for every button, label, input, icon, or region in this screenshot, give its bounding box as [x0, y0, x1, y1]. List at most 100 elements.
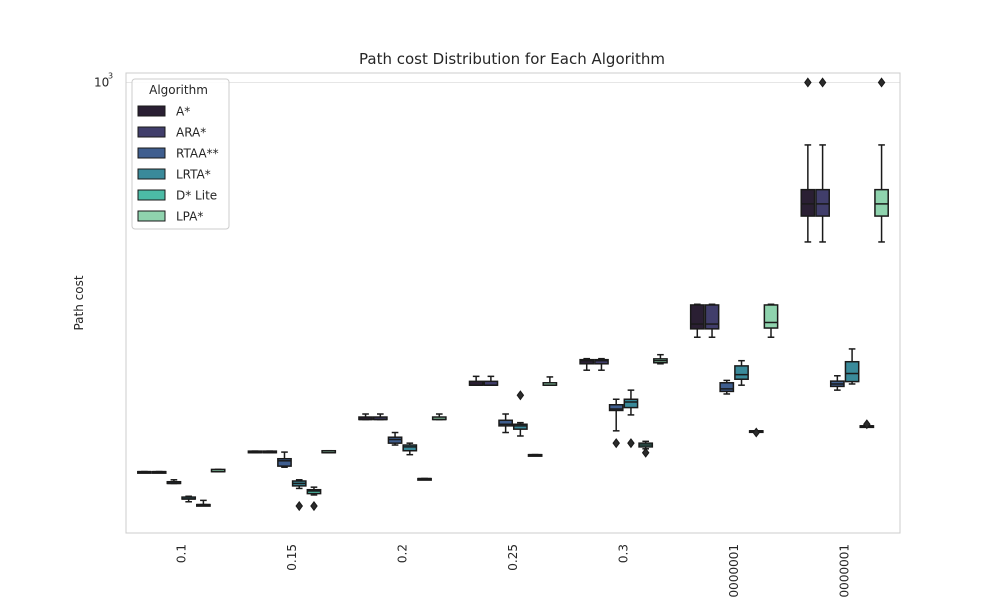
box-LRTA*-3: [512, 390, 528, 437]
box-RTAA**-5: [719, 379, 735, 395]
box-body: [719, 382, 735, 393]
x-tick-label: 0.15: [285, 544, 299, 571]
box-RTAA**-0: [166, 479, 182, 485]
box-body: [277, 457, 292, 467]
box-RTAA**-4: [608, 398, 624, 449]
legend-title: Algorithm: [149, 83, 208, 97]
x-tick-label: 0.3: [617, 544, 631, 563]
legend-label: LPA*: [176, 210, 203, 224]
box-LPA*-4: [653, 353, 668, 365]
y-axis-label: Path cost: [72, 275, 86, 330]
box-LPA*-3: [542, 376, 558, 386]
box-body: [594, 358, 609, 365]
box-RTAA**-6: [829, 375, 845, 391]
box-D* Lite-1: [306, 486, 322, 512]
box-body: [815, 188, 830, 217]
outlier-point: [752, 427, 761, 438]
box-ARA*-2: [372, 413, 388, 421]
box-body: [704, 304, 720, 330]
box-LRTA*-6: [844, 348, 860, 385]
outlier-point: [310, 500, 318, 512]
box-LPA*-0: [210, 468, 226, 473]
y-tick-label-exponent: 3: [108, 71, 113, 80]
box-D* Lite-4: [638, 440, 654, 458]
x-tick-label: 0.1: [174, 544, 188, 563]
x-tick-label: 0000001: [727, 544, 741, 597]
y-tick-label-base: 10: [94, 75, 109, 89]
y-ticks: 10 3: [94, 71, 113, 89]
box-A*-5: [689, 303, 705, 338]
box-RTAA**-1: [277, 451, 292, 468]
box-A*-3: [468, 375, 484, 386]
box-LPA*-5: [763, 303, 779, 338]
outlier-point: [877, 77, 886, 88]
box-body: [608, 404, 624, 412]
box-body: [512, 423, 528, 430]
plot-area-frame: [125, 72, 901, 534]
x-tick-label: 0000001: [838, 544, 852, 597]
box-LRTA*-2: [402, 442, 418, 456]
box-LRTA*-5: [734, 359, 749, 386]
legend-swatch: [137, 147, 166, 159]
box-body: [874, 188, 889, 217]
legend-swatch: [137, 168, 166, 180]
box-body: [763, 304, 779, 329]
legend-label: ARA*: [176, 126, 206, 140]
box-body: [689, 304, 705, 330]
box-LRTA*-1: [291, 479, 307, 512]
box-D* Lite-5: [748, 427, 764, 438]
box-body: [623, 398, 639, 409]
box-body: [800, 188, 816, 217]
outlier-point: [641, 447, 650, 458]
box-LPA*-6: [874, 77, 889, 243]
legend-swatch: [137, 210, 166, 222]
box-ARA*-4: [594, 357, 609, 371]
box-ARA*-5: [704, 303, 720, 338]
box-ARA*-1: [262, 450, 278, 454]
legend: Algorithm A* ARA* RTAA** LRTA* D* Lite LPA*: [131, 78, 230, 230]
box-body: [844, 360, 860, 383]
box-body: [579, 358, 595, 365]
outlier-point: [612, 438, 620, 449]
outlier-point: [804, 77, 812, 88]
box-LRTA*-0: [181, 495, 197, 503]
boxes: [137, 77, 889, 512]
box-D* Lite-2: [417, 477, 432, 481]
box-D* Lite-3: [527, 453, 543, 457]
box-A*-0: [137, 470, 152, 474]
box-A*-2: [358, 413, 373, 421]
x-ticks: 0.1 0.15 0.2 0.25 0.3 0000001 0000001: [174, 544, 851, 597]
legend-label: RTAA**: [176, 147, 219, 161]
box-D* Lite-6: [859, 419, 875, 430]
box-ARA*-3: [483, 375, 499, 386]
box-ARA*-0: [151, 470, 167, 474]
box-body: [498, 419, 514, 427]
legend-swatch: [137, 126, 166, 138]
chart-title: Path cost Distribution for Each Algorith…: [359, 50, 665, 68]
outlier-point: [818, 77, 827, 88]
box-LRTA*-4: [623, 389, 639, 449]
outlier-point: [295, 500, 304, 512]
outlier-point: [516, 390, 525, 401]
legend-label: A*: [176, 105, 190, 119]
box-body: [734, 365, 749, 380]
box-LPA*-2: [431, 413, 447, 421]
x-tick-label: 0.25: [506, 544, 520, 571]
box-A*-1: [247, 450, 263, 454]
box-LPA*-1: [321, 449, 337, 454]
legend-swatch: [137, 105, 166, 117]
box-ARA*-6: [815, 77, 830, 243]
legend-swatch: [137, 189, 166, 201]
box-A*-6: [800, 77, 816, 243]
box-RTAA**-3: [498, 413, 514, 434]
box-D* Lite-0: [196, 499, 211, 507]
outlier-point: [863, 419, 871, 430]
outlier-point: [627, 438, 635, 449]
box-RTAA**-2: [387, 431, 403, 446]
box-body: [402, 444, 418, 452]
x-tick-label: 0.2: [395, 544, 409, 563]
box-A*-4: [579, 357, 595, 371]
legend-label: LRTA*: [176, 168, 211, 182]
legend-label: D* Lite: [176, 189, 217, 203]
